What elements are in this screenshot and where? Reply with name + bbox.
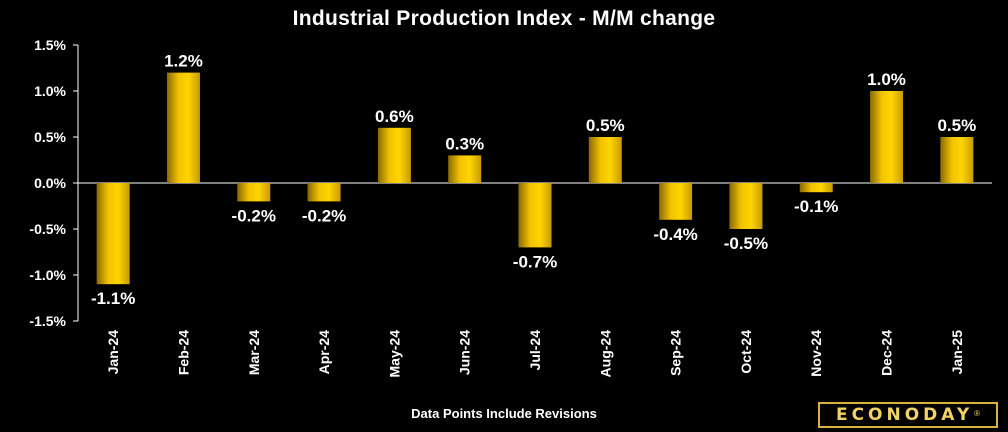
x-tick-label: Apr-24 bbox=[316, 330, 332, 375]
x-tick-label: Oct-24 bbox=[738, 330, 754, 374]
y-tick-label: 1.0% bbox=[34, 83, 66, 99]
data-label: 0.6% bbox=[375, 107, 414, 126]
footnote: Data Points Include Revisions bbox=[411, 406, 597, 421]
data-label: -1.1% bbox=[91, 289, 135, 308]
x-tick-label: Aug-24 bbox=[597, 330, 613, 378]
y-tick-label: 0.5% bbox=[34, 129, 66, 145]
x-tick-label: Dec-24 bbox=[879, 330, 895, 376]
x-tick-label: Jun-24 bbox=[457, 330, 473, 375]
y-tick-label: -1.0% bbox=[29, 267, 66, 283]
x-tick-label: Jan-25 bbox=[949, 330, 965, 375]
bar bbox=[588, 137, 622, 183]
x-tick-label: Sep-24 bbox=[668, 330, 684, 376]
bar bbox=[237, 183, 271, 202]
data-label: -0.7% bbox=[513, 252, 557, 271]
econoday-logo: ECONODAY ® bbox=[818, 402, 998, 428]
bar bbox=[166, 72, 200, 183]
data-label: -0.4% bbox=[653, 225, 697, 244]
y-tick-label: -0.5% bbox=[29, 221, 66, 237]
data-label: 0.3% bbox=[445, 134, 484, 153]
data-label: 1.0% bbox=[867, 70, 906, 89]
x-tick-label: Feb-24 bbox=[175, 330, 191, 375]
data-label: 1.2% bbox=[164, 52, 203, 71]
chart-title: Industrial Production Index - M/M change bbox=[292, 7, 716, 30]
registered-mark: ® bbox=[974, 409, 981, 418]
bar bbox=[799, 183, 833, 193]
x-tick-label: Nov-24 bbox=[808, 330, 824, 377]
x-tick-label: Jan-24 bbox=[105, 330, 121, 375]
data-label: -0.1% bbox=[794, 197, 838, 216]
data-label: 0.5% bbox=[586, 116, 625, 135]
y-tick-label: 0.0% bbox=[34, 175, 66, 191]
data-label: -0.5% bbox=[724, 234, 768, 253]
y-tick-label: -1.5% bbox=[29, 313, 66, 329]
data-label: -0.2% bbox=[302, 206, 346, 225]
x-tick-label: Jul-24 bbox=[527, 330, 543, 371]
bar bbox=[940, 137, 974, 183]
bar bbox=[729, 183, 763, 229]
brand-name: ECONODAY bbox=[835, 405, 974, 425]
data-label: -0.2% bbox=[232, 206, 276, 225]
data-label: 0.5% bbox=[937, 116, 976, 135]
y-tick-label: 1.5% bbox=[34, 37, 66, 53]
bar bbox=[307, 183, 341, 202]
bar bbox=[659, 183, 693, 220]
bar bbox=[96, 183, 130, 285]
bar bbox=[448, 155, 482, 183]
x-tick-label: Mar-24 bbox=[246, 330, 262, 375]
bar bbox=[870, 91, 904, 183]
bar bbox=[377, 127, 411, 183]
x-tick-label: May-24 bbox=[386, 330, 402, 378]
bar bbox=[518, 183, 552, 248]
